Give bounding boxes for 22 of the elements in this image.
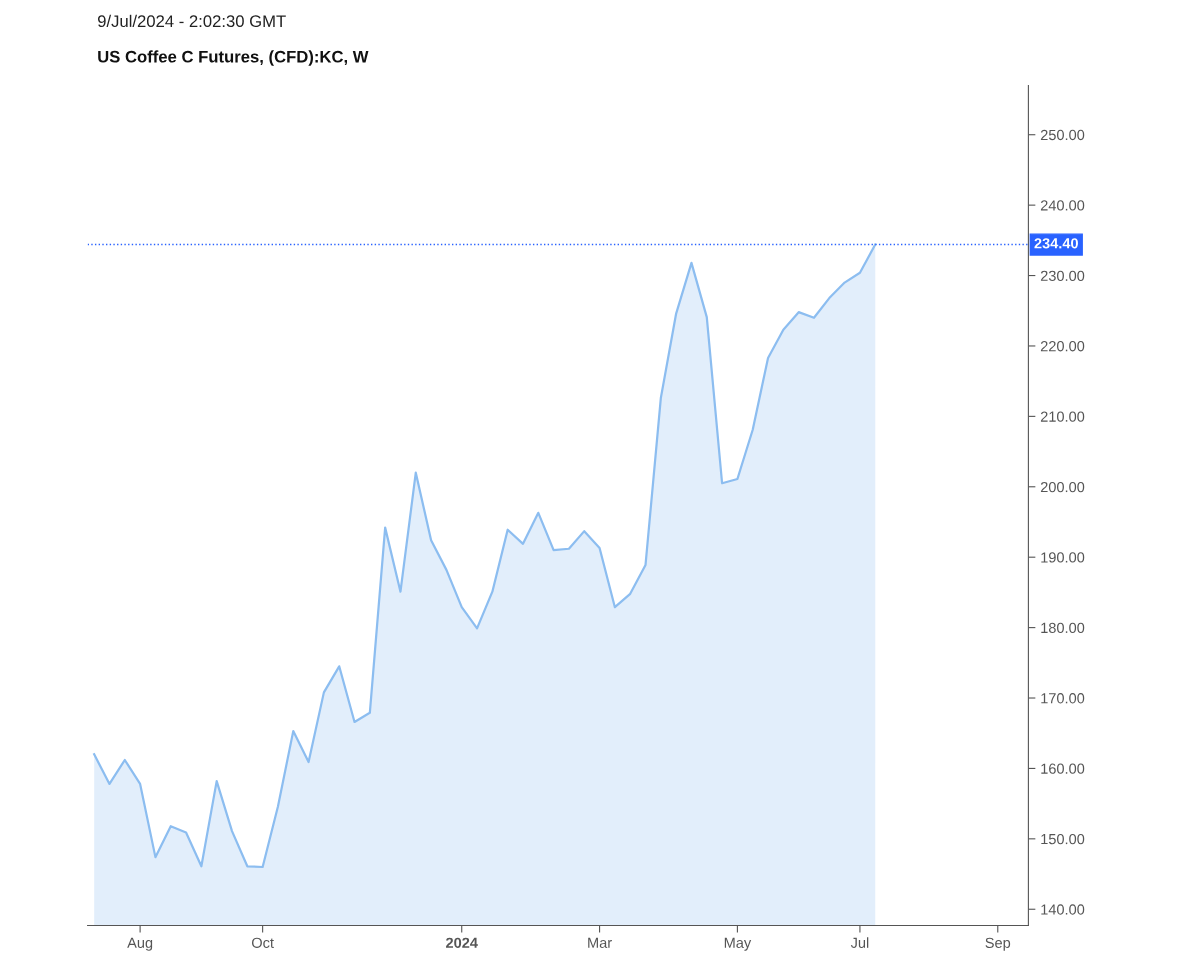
x-tick-label: Oct	[251, 937, 274, 948]
x-tick-label: May	[724, 937, 752, 951]
y-tick-label: 230.00	[1040, 270, 1085, 281]
chart-title: US Coffee C Futures, (CFD):KC, W	[98, 50, 369, 66]
text: 9/Jul/2024 - 2:02:30 GMT	[97, 14, 286, 28]
x-tick-label: Jul	[850, 937, 869, 948]
y-tick-label: 220.00	[1040, 341, 1085, 352]
x-tick-label: 2024	[446, 937, 478, 948]
y-tick-label: 250.00	[1040, 129, 1085, 141]
y-tick-label: 210.00	[1040, 411, 1085, 422]
y-tick-label: 170.00	[1041, 693, 1085, 704]
y-tick-label: 190.00	[1041, 552, 1085, 563]
y-tick-label: 180.00	[1041, 622, 1085, 634]
y-tick-label: 200.00	[1040, 481, 1085, 493]
y-tick-label: 150.00	[1041, 833, 1085, 845]
ref-line-label: 234.40	[1034, 238, 1078, 249]
x-tick-label: Aug	[127, 937, 153, 951]
x-tick-label: Sep	[985, 937, 1011, 951]
y-tick-label: 240.00	[1040, 200, 1085, 211]
x-tick-label: Mar	[588, 937, 612, 948]
y-tick-label: 160.00	[1041, 763, 1085, 774]
y-tick-label: 140.00	[1041, 904, 1085, 915]
